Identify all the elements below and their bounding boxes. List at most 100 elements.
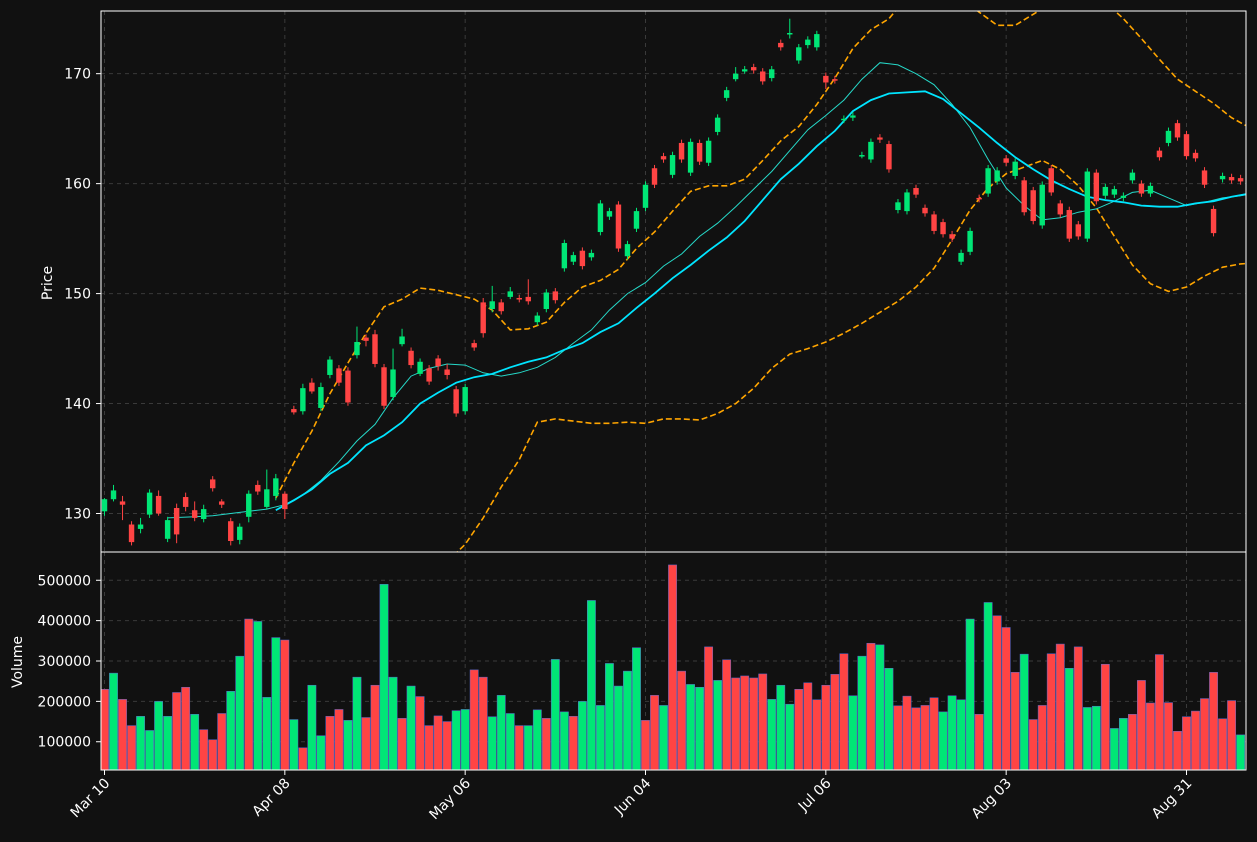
candle-body [345, 370, 351, 403]
candle-body [769, 69, 775, 79]
candle [543, 289, 550, 313]
volume-bar [974, 714, 984, 770]
candle [534, 312, 541, 326]
volume-bar [532, 709, 542, 770]
candle [859, 151, 865, 159]
volume-bar [101, 689, 109, 770]
candle-body [264, 489, 270, 507]
candle [994, 167, 1000, 185]
candle [696, 139, 703, 165]
candle [1075, 221, 1082, 240]
price-grid [101, 11, 1246, 552]
volume-bar [460, 709, 470, 770]
volume-bar [199, 729, 209, 770]
candle-body [372, 334, 378, 364]
candle-body [453, 389, 459, 414]
candle [137, 517, 144, 534]
candle-body [255, 484, 261, 492]
candle-body [705, 140, 712, 163]
candle-body [300, 388, 306, 412]
candle-body [489, 301, 495, 309]
volume-bar [1209, 672, 1218, 770]
candle-body [498, 302, 504, 312]
volume-bar [1055, 643, 1065, 770]
volume-bar [163, 716, 173, 770]
volume-bar [505, 713, 515, 770]
candle-body [1228, 177, 1235, 181]
candle-body [237, 526, 243, 540]
candle [191, 501, 198, 522]
volume-bar [821, 684, 831, 770]
candle-body [633, 211, 640, 229]
volume-bar [947, 695, 957, 770]
candle-body [624, 244, 631, 257]
candle-body [282, 493, 288, 510]
candle-body [732, 73, 739, 80]
candle-body [787, 32, 793, 35]
candle-body [363, 337, 369, 341]
candle-body [228, 521, 234, 542]
volume-bar [1064, 668, 1074, 770]
candle [363, 334, 369, 347]
candle-body [579, 250, 586, 267]
candle [561, 239, 568, 272]
volume-bar [109, 672, 118, 770]
volume-frame [100, 551, 1247, 771]
candle-body [1165, 130, 1172, 143]
candle [1111, 185, 1118, 198]
candle [462, 383, 468, 415]
bollinger-bands [275, 11, 1246, 552]
volume-bar [262, 697, 272, 770]
candle [336, 365, 342, 386]
candle [480, 297, 486, 338]
candle [642, 181, 649, 212]
candle [1084, 168, 1091, 242]
volume-bar [379, 584, 389, 770]
candle [633, 207, 640, 233]
candle [1102, 183, 1109, 200]
price-panel: 130 140 150 160 170 Price [40, 10, 1247, 553]
candle [967, 227, 973, 256]
volume-bar [1118, 718, 1128, 770]
volume-bar [929, 697, 939, 770]
volume-bar [1227, 700, 1236, 770]
candle-body [155, 495, 162, 514]
candle [769, 65, 775, 82]
volume-bar [920, 705, 930, 770]
candle [732, 67, 739, 82]
volume-bar [406, 685, 416, 770]
candle-body [687, 141, 694, 173]
candle-body [246, 493, 252, 517]
candle [354, 326, 360, 359]
candle [597, 200, 604, 236]
candle-body [336, 368, 342, 383]
volume-bar [208, 739, 218, 770]
candle [832, 75, 838, 84]
volume-bar [181, 686, 191, 770]
candle [1021, 177, 1027, 216]
candle-body [714, 117, 721, 132]
volume-bar [776, 684, 786, 770]
candle [507, 286, 513, 300]
candle [723, 86, 730, 102]
candle [237, 523, 243, 545]
volume-bar [1173, 730, 1182, 770]
candle-body [1219, 175, 1226, 180]
volume-bar [722, 659, 732, 770]
candle-body [1183, 134, 1190, 157]
candle-body [507, 291, 513, 297]
candle [128, 521, 135, 546]
volume-bar [316, 735, 326, 770]
candle-body [561, 243, 568, 269]
candle [1039, 181, 1045, 229]
candle-body [1174, 123, 1181, 138]
candle-body [570, 255, 577, 262]
candle [264, 469, 270, 510]
candle [985, 164, 991, 197]
candle [760, 68, 766, 85]
volume-bar [1046, 653, 1056, 770]
candle [173, 503, 180, 544]
candle-body [588, 252, 595, 258]
candle [940, 218, 946, 238]
volume-bar [803, 682, 813, 770]
